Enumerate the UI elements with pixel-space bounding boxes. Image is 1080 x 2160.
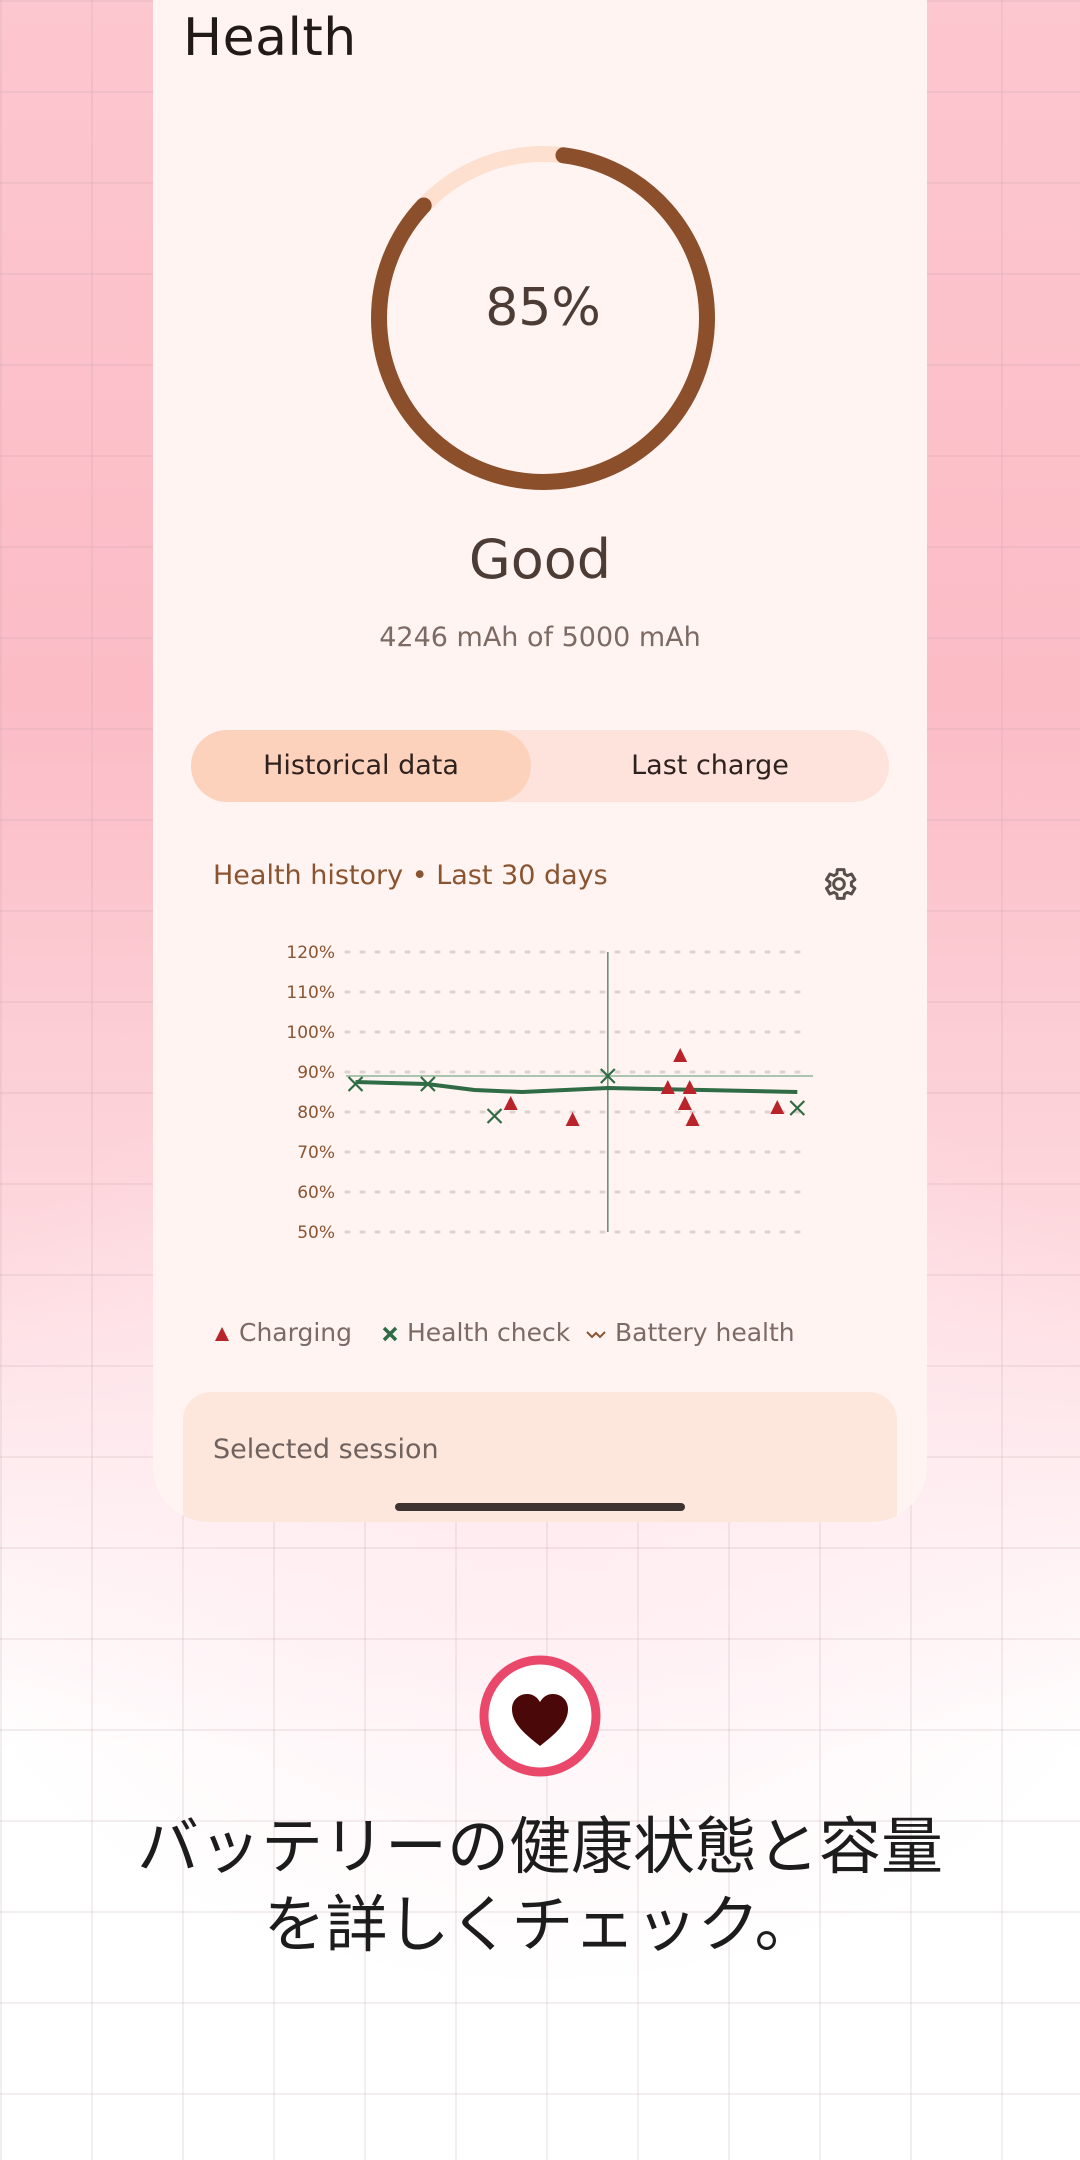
y-tick-label: 100% — [286, 1023, 335, 1043]
charging-point — [503, 1096, 518, 1110]
charging-point — [660, 1080, 675, 1094]
health-status: Good — [468, 528, 612, 591]
heart-icon — [479, 1655, 601, 1777]
charging-point — [770, 1100, 785, 1114]
promo-line-1: バッテリーの健康状態と容量 — [136, 1810, 943, 1883]
y-tick-label: 80% — [297, 1103, 335, 1123]
charging-point — [673, 1048, 688, 1062]
y-tick-label: 50% — [297, 1223, 335, 1243]
capacity-text: 4246 mAh of 5000 mAh — [379, 622, 701, 653]
health-history-chart[interactable]: 120%110%100%90%80%70%60%50%6 October8 Oc… — [191, 920, 891, 1260]
gear-icon[interactable] — [819, 864, 859, 904]
health-check-point — [420, 1076, 436, 1092]
y-tick-label: 90% — [297, 1063, 335, 1083]
charging-point — [565, 1112, 580, 1126]
gauge-fill — [371, 146, 715, 490]
legend-charging: Charging — [213, 1318, 352, 1347]
chart-title: Health history • Last 30 days — [213, 860, 608, 891]
health-check-point — [789, 1100, 806, 1116]
y-tick-label: 70% — [297, 1143, 335, 1163]
tab-last-charge[interactable]: Last charge — [631, 750, 789, 781]
promo-line-2: を詳しくチェック。 — [263, 1888, 817, 1961]
triangle-icon — [215, 1327, 229, 1341]
selected-session-panel: Selected session — [183, 1392, 897, 1522]
promo-tagline: バッテリーの健康状態と容量 を詳しくチェック。 — [0, 1808, 1080, 1964]
charging-point — [677, 1096, 692, 1110]
health-check-point — [600, 1068, 616, 1084]
charging-point — [685, 1112, 700, 1126]
legend-battery-health: Battery health — [585, 1318, 795, 1347]
page-title: Health — [183, 8, 357, 68]
session-label: Selected session — [213, 1434, 439, 1465]
tab-historical-data[interactable]: Historical data — [191, 730, 531, 802]
y-tick-label: 110% — [286, 983, 335, 1003]
legend-health-check: Health check — [381, 1318, 570, 1347]
charging-point — [682, 1080, 697, 1094]
y-tick-label: 120% — [286, 943, 335, 963]
phone-screen: Health 85% Good 4246 mAh of 5000 mAh His… — [153, 0, 927, 1522]
wave-icon — [586, 1331, 606, 1339]
gauge-percent: 85% — [485, 278, 601, 338]
home-indicator[interactable] — [395, 1503, 685, 1511]
y-tick-label: 60% — [297, 1183, 335, 1203]
health-check-point — [347, 1076, 364, 1092]
x-icon — [382, 1326, 398, 1342]
legend-health-check-label: Health check — [407, 1318, 571, 1347]
legend-charging-label: Charging — [239, 1318, 352, 1347]
health-check-point — [486, 1108, 503, 1124]
health-gauge — [371, 146, 715, 490]
tab-bar: Historical data Last charge — [191, 730, 889, 802]
legend-battery-health-label: Battery health — [615, 1318, 795, 1347]
